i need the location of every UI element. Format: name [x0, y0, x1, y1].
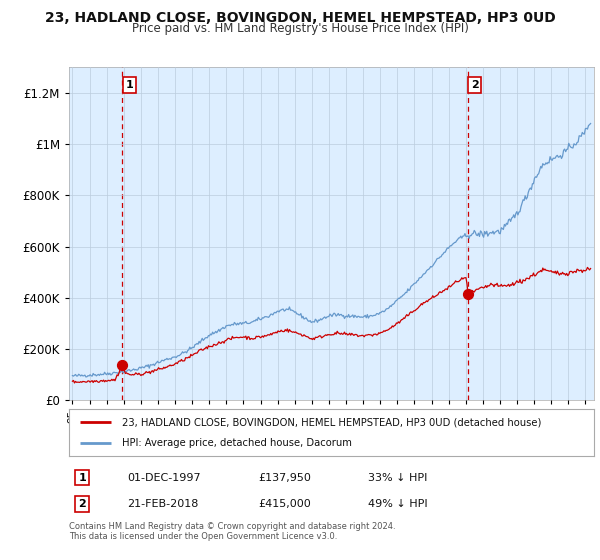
Text: Price paid vs. HM Land Registry's House Price Index (HPI): Price paid vs. HM Land Registry's House …	[131, 22, 469, 35]
Text: 33% ↓ HPI: 33% ↓ HPI	[368, 473, 428, 483]
Text: 23, HADLAND CLOSE, BOVINGDON, HEMEL HEMPSTEAD, HP3 0UD (detached house): 23, HADLAND CLOSE, BOVINGDON, HEMEL HEMP…	[121, 417, 541, 427]
Text: 1: 1	[125, 80, 133, 90]
Text: 2: 2	[471, 80, 479, 90]
Text: 01-DEC-1997: 01-DEC-1997	[127, 473, 200, 483]
Text: Contains HM Land Registry data © Crown copyright and database right 2024.
This d: Contains HM Land Registry data © Crown c…	[69, 522, 395, 542]
Point	[463, 290, 473, 298]
Text: 21-FEB-2018: 21-FEB-2018	[127, 499, 198, 509]
Text: 23, HADLAND CLOSE, BOVINGDON, HEMEL HEMPSTEAD, HP3 0UD: 23, HADLAND CLOSE, BOVINGDON, HEMEL HEMP…	[44, 11, 556, 25]
Text: £137,950: £137,950	[258, 473, 311, 483]
Point	[118, 361, 127, 370]
Text: HPI: Average price, detached house, Dacorum: HPI: Average price, detached house, Daco…	[121, 438, 352, 448]
Text: 1: 1	[78, 473, 86, 483]
Text: £415,000: £415,000	[258, 499, 311, 509]
Text: 49% ↓ HPI: 49% ↓ HPI	[368, 499, 428, 509]
Text: 2: 2	[78, 499, 86, 509]
